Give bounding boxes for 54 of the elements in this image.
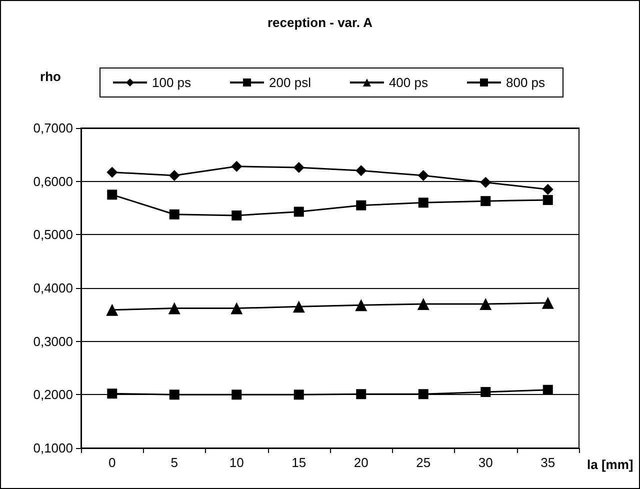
point — [107, 388, 118, 399]
point — [542, 184, 554, 195]
point — [355, 299, 368, 312]
point — [480, 196, 491, 206]
point — [418, 198, 428, 208]
x-tick-label: 0 — [108, 455, 116, 470]
y-axis-title: rho — [40, 69, 62, 84]
point — [169, 390, 180, 400]
point — [294, 390, 304, 400]
legend-label: 800 ps — [506, 75, 546, 90]
point — [231, 160, 242, 172]
point — [232, 210, 242, 220]
x-tick-label: 20 — [354, 455, 368, 470]
y-tick-label: 0,4000 — [33, 280, 73, 296]
y-tick-label: 0,2000 — [33, 387, 73, 402]
point — [542, 296, 554, 309]
x-tick-label: 30 — [478, 455, 493, 470]
point — [480, 387, 491, 397]
point — [418, 389, 428, 400]
point — [107, 190, 118, 200]
legend-label: 100 ps — [152, 75, 192, 90]
point — [542, 195, 553, 205]
point — [230, 302, 243, 314]
point — [232, 390, 242, 400]
point — [106, 166, 118, 178]
y-tick-label: 0,5000 — [33, 227, 73, 242]
point — [356, 200, 366, 210]
point — [480, 176, 492, 188]
legend-label: 200 psl — [269, 75, 312, 90]
point — [169, 209, 180, 220]
y-tick-label: 0,6000 — [33, 174, 73, 189]
x-tick-label: 10 — [229, 455, 244, 470]
point — [356, 389, 366, 400]
x-tick-label: 35 — [540, 455, 556, 470]
point — [356, 165, 367, 176]
chart-title: reception - var. A — [268, 15, 374, 30]
x-tick-label: 15 — [292, 455, 306, 470]
legend-label: 400 ps — [388, 75, 428, 90]
x-axis-title: la [mm] — [587, 457, 634, 472]
x-tick-label: 25 — [416, 455, 431, 470]
point — [293, 162, 304, 173]
point — [294, 206, 304, 217]
y-tick-label: 0,3000 — [33, 334, 73, 349]
point — [542, 384, 553, 395]
point — [292, 300, 305, 313]
point — [417, 298, 430, 310]
x-tick-label: 5 — [170, 455, 178, 470]
y-tick-label: 0,1000 — [33, 440, 73, 456]
point — [168, 302, 180, 314]
point — [418, 170, 429, 181]
y-tick-label: 0,7000 — [33, 120, 73, 136]
point — [106, 304, 118, 316]
point — [168, 170, 180, 181]
point — [480, 298, 492, 310]
